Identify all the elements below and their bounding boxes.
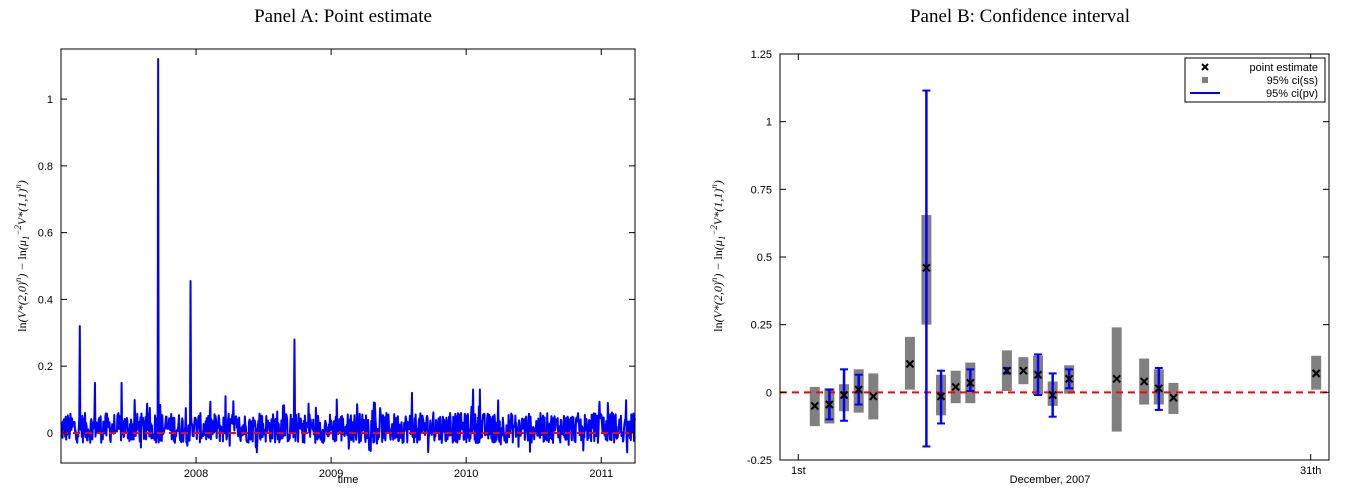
point-estimate-marker [966, 378, 975, 388]
point-estimate-marker [951, 382, 960, 392]
panel-b-ytick-label: 0 [766, 387, 772, 399]
point-estimate-marker [1033, 370, 1043, 379]
legend-label: point estimate [1250, 62, 1318, 74]
legend-label: 95% ci(pv) [1266, 88, 1318, 100]
panel-b-ytick-label: 1.25 [751, 49, 772, 61]
panel-a-plot: 0 0.2 0.4 0.6 0.8 1 2008 2009 2010 2011 [38, 48, 636, 480]
point-estimate-marker [1002, 366, 1012, 375]
point-estimate-marker [1112, 374, 1121, 384]
point-estimate-marker [1019, 366, 1028, 375]
legend-entry: point estimate [1201, 62, 1318, 74]
svg-text:ln(V*(2,0)n) − ln(μ1−2V*(1,1)n: ln(V*(2,0)n) − ln(μ1−2V*(1,1)n) [13, 180, 31, 332]
point-estimate-marker [1139, 377, 1149, 386]
panel-a-xtick-label: 2009 [319, 468, 343, 480]
panel-b-plot: -0.25 0 0.25 0.5 0.75 1 1.25 1st 31th point esti… [747, 49, 1330, 477]
point-estimate-marker [839, 390, 849, 400]
point-estimate-marker [922, 263, 931, 273]
legend-label: 95% ci(ss) [1267, 75, 1318, 87]
legend-entry: 95% ci(ss) [1202, 75, 1318, 87]
ci-pv-errorbar [966, 368, 975, 392]
panel-a-ytick-label: 0.8 [38, 161, 53, 173]
point-estimate-marker [869, 392, 878, 401]
point-estimate-marker [825, 400, 834, 409]
point-estimate-marker [936, 392, 946, 401]
panel-a-ylabel: ln(V*(2,0)n) − ln(μ1−2V*(1,1)n) [13, 180, 31, 332]
panel-a-xlabel: time [338, 474, 359, 486]
panel-b-xtick-label: 1st [791, 465, 806, 477]
point-estimate-marker [1154, 384, 1164, 393]
point-estimate-marker [1311, 369, 1321, 378]
panel-b-ytick-label: 0.25 [751, 320, 772, 332]
point-estimate-marker [1048, 390, 1057, 400]
panel-a-series-line [60, 58, 636, 454]
legend-entry: 95% ci(pv) [1190, 88, 1318, 100]
svg-text:ln(V*(2,0)n) − ln(μ1−2V*(1,1)n: ln(V*(2,0)n) − ln(μ1−2V*(1,1)n) [709, 180, 727, 332]
point-estimate-marker [1064, 374, 1074, 384]
panel-b-ytick-label: 1 [766, 117, 772, 129]
panel-b-ytick-label: 0.5 [757, 252, 772, 264]
point-estimate-marker [854, 385, 863, 394]
panel-a-title: Panel A: Point estimate [254, 6, 432, 27]
panel-a-ytick-label: 0 [47, 428, 53, 440]
panel-a-xtick-label: 2010 [454, 468, 478, 480]
point-estimate-marker [1169, 393, 1178, 402]
panel-a-ytick-label: 1 [47, 94, 53, 106]
point-estimate-marker [905, 359, 915, 369]
panel-a-ytick-label: 0.6 [38, 228, 53, 240]
panel-b-ytick-label: -0.25 [747, 455, 772, 467]
panel-b-ylabel: ln(V*(2,0)n) − ln(μ1−2V*(1,1)n) [709, 180, 727, 332]
panel-b-ytick-label: 0.75 [751, 184, 772, 196]
legend-box [1184, 57, 1326, 103]
panel-a-ytick-label: 0.2 [38, 361, 53, 373]
panel-a-xtick-label: 2011 [589, 468, 613, 480]
panel-b-xtick-label: 31th [1300, 465, 1321, 477]
point-estimate-marker [810, 401, 819, 411]
panel-a-xtick-label: 2008 [184, 468, 208, 480]
panel-a-ytick-label: 0.4 [38, 294, 53, 306]
panel-a-axes-box [60, 48, 636, 464]
panel-b-title: Panel B: Confidence interval [910, 6, 1130, 27]
panel-b-xlabel: December, 2007 [1010, 474, 1091, 486]
